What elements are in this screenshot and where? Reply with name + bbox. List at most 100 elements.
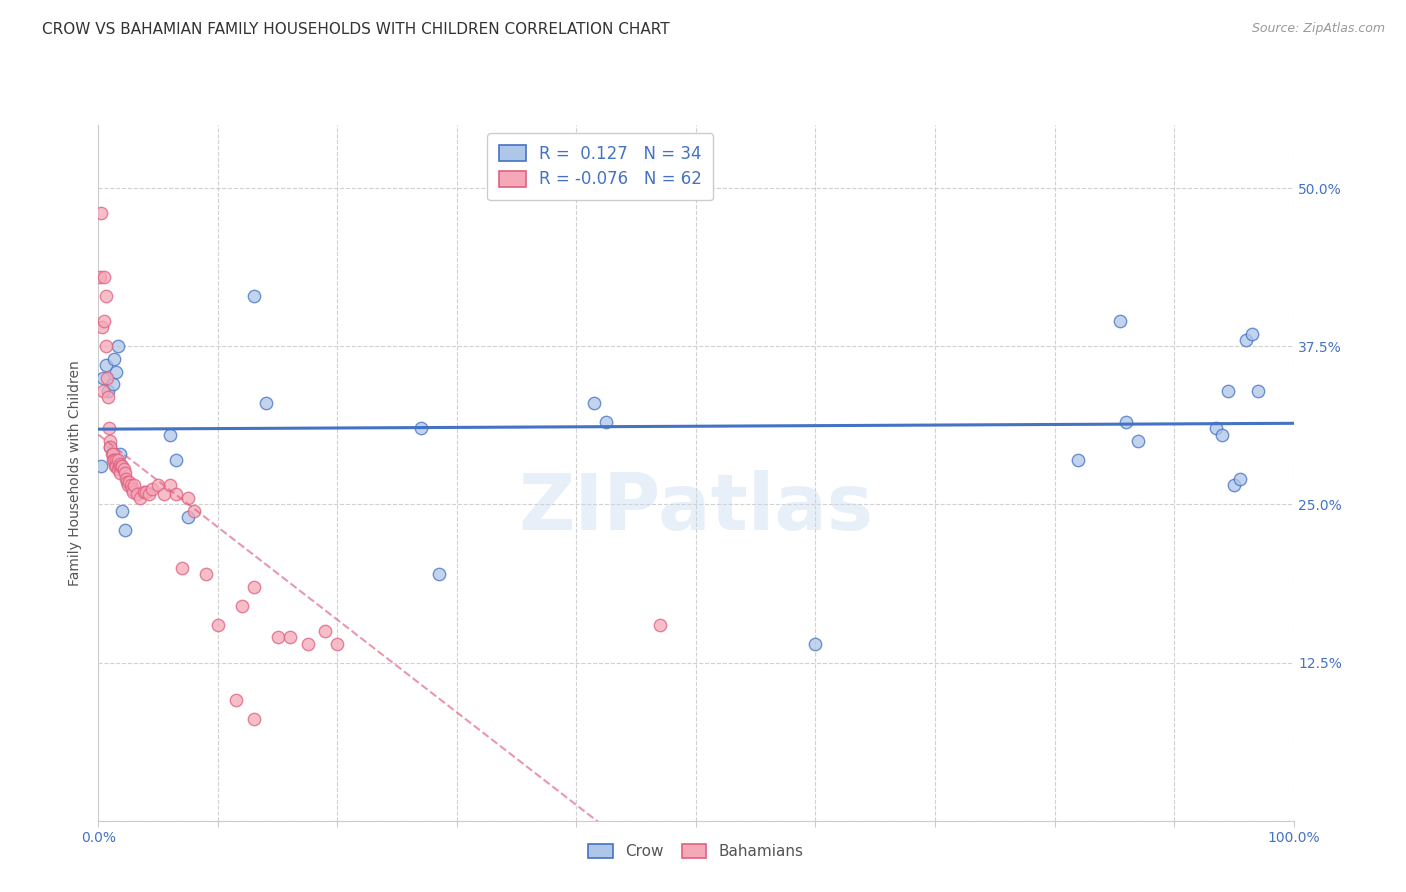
Point: [1128, 434, 1150, 449]
Point: [94, 288, 117, 302]
Point: [159, 478, 181, 492]
Point: [105, 365, 128, 379]
Point: [243, 288, 266, 302]
Point: [243, 580, 266, 594]
Point: [278, 630, 301, 644]
Point: [96, 371, 118, 385]
Point: [1246, 384, 1268, 398]
Point: [93, 269, 115, 284]
Point: [91, 371, 114, 385]
Point: [98, 434, 122, 449]
Point: [100, 447, 122, 461]
Point: [135, 484, 157, 499]
Point: [115, 475, 138, 489]
Point: [90, 459, 112, 474]
Point: [153, 487, 176, 501]
Point: [165, 453, 187, 467]
Point: [120, 478, 142, 492]
Point: [105, 453, 128, 467]
Point: [115, 472, 138, 486]
Point: [1109, 314, 1132, 328]
Point: [114, 523, 136, 537]
Point: [107, 339, 129, 353]
Point: [91, 384, 114, 398]
Point: [108, 466, 131, 480]
Point: [183, 504, 205, 518]
Point: [108, 457, 131, 471]
Point: [98, 441, 122, 455]
Point: [138, 487, 160, 501]
Point: [165, 487, 187, 501]
Point: [326, 636, 349, 650]
Point: [98, 441, 122, 455]
Text: Source: ZipAtlas.com: Source: ZipAtlas.com: [1251, 22, 1385, 36]
Point: [121, 482, 143, 496]
Point: [1205, 421, 1227, 435]
Point: [118, 475, 141, 489]
Point: [101, 377, 124, 392]
Point: [648, 617, 672, 632]
Point: [89, 269, 111, 284]
Point: [125, 487, 148, 501]
Point: [103, 453, 125, 467]
Point: [112, 462, 135, 476]
Point: [97, 390, 120, 404]
Text: ZIPatlas: ZIPatlas: [519, 469, 873, 546]
Point: [243, 713, 266, 727]
Point: [122, 484, 145, 499]
Point: [148, 478, 170, 492]
Point: [159, 427, 181, 442]
Point: [111, 504, 134, 518]
Point: [207, 617, 229, 632]
Point: [93, 314, 115, 328]
Point: [254, 396, 277, 410]
Point: [101, 453, 124, 467]
Point: [110, 459, 132, 474]
Point: [141, 482, 163, 496]
Point: [267, 630, 290, 644]
Point: [107, 462, 129, 476]
Point: [104, 459, 127, 474]
Point: [94, 339, 117, 353]
Point: [1240, 326, 1263, 341]
Point: [583, 396, 606, 410]
Point: [427, 566, 450, 581]
Point: [107, 459, 129, 474]
Point: [111, 459, 134, 474]
Point: [108, 447, 131, 461]
Text: CROW VS BAHAMIAN FAMILY HOUSEHOLDS WITH CHILDREN CORRELATION CHART: CROW VS BAHAMIAN FAMILY HOUSEHOLDS WITH …: [42, 22, 669, 37]
Point: [1216, 384, 1239, 398]
Point: [1115, 415, 1137, 429]
Point: [177, 510, 200, 524]
Point: [411, 421, 433, 435]
Point: [1211, 427, 1233, 442]
Point: [90, 206, 112, 220]
Y-axis label: Family Households with Children: Family Households with Children: [69, 359, 83, 586]
Point: [1229, 472, 1251, 486]
Point: [117, 478, 139, 492]
Point: [97, 384, 120, 398]
Point: [98, 421, 121, 435]
Point: [129, 491, 152, 505]
Point: [101, 447, 124, 461]
Point: [595, 415, 617, 429]
Point: [105, 459, 128, 474]
Legend: Crow, Bahamians: Crow, Bahamians: [582, 838, 810, 865]
Point: [231, 599, 253, 613]
Point: [315, 624, 337, 638]
Point: [194, 566, 218, 581]
Point: [114, 466, 136, 480]
Point: [1234, 333, 1257, 347]
Point: [1222, 478, 1246, 492]
Point: [91, 320, 114, 334]
Point: [94, 358, 117, 372]
Point: [172, 560, 194, 574]
Point: [124, 478, 146, 492]
Point: [804, 636, 827, 650]
Point: [132, 484, 155, 499]
Point: [225, 693, 247, 707]
Point: [103, 351, 125, 366]
Point: [177, 491, 200, 505]
Point: [297, 636, 319, 650]
Point: [107, 453, 129, 467]
